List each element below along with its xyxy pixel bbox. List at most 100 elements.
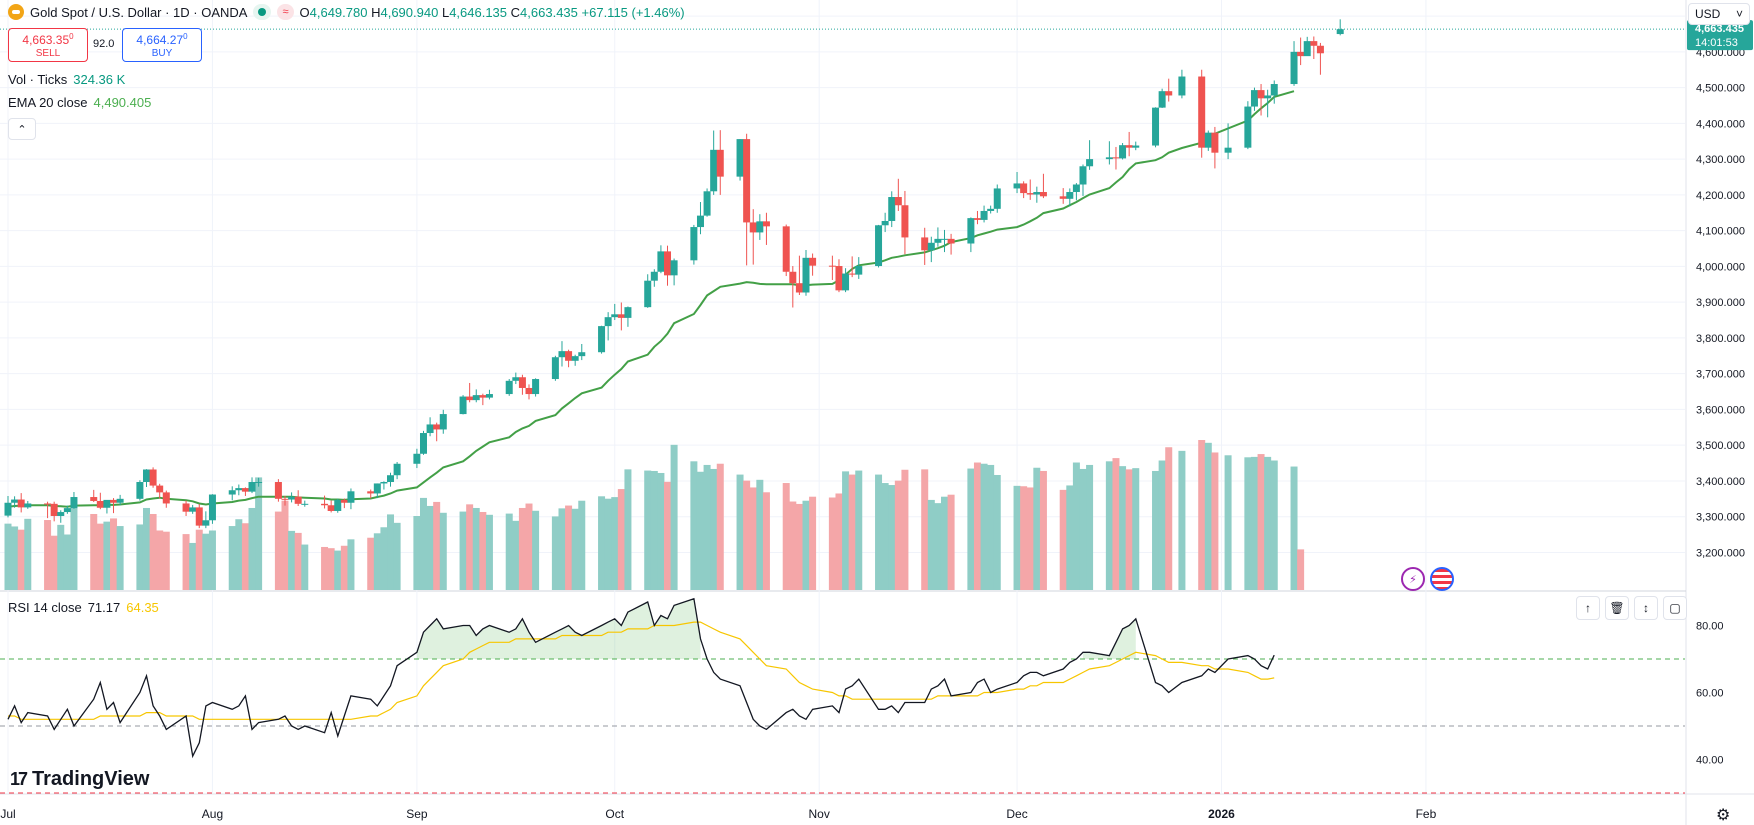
delete-pane-button[interactable]: 🗑 — [1605, 596, 1629, 620]
buy-price: 4,664.270 — [136, 31, 188, 47]
volume-bar — [624, 469, 632, 590]
candle-body — [1033, 192, 1041, 195]
event-marker-us-economic[interactable] — [1430, 567, 1454, 591]
volume-bar — [70, 507, 78, 590]
symbol-title[interactable]: Gold Spot / U.S. Dollar · 1D · OANDA — [30, 4, 248, 20]
candle-body — [782, 226, 790, 272]
ema-legend[interactable]: EMA 20 close 4,490.405 — [8, 95, 151, 110]
candle-body — [1244, 106, 1252, 148]
volume-bar — [762, 492, 770, 590]
rsi-value: 71.17 — [87, 600, 121, 615]
volume-bar — [136, 524, 144, 590]
sell-button[interactable]: 4,663.350 SELL — [8, 28, 88, 62]
candle-body — [1178, 76, 1186, 96]
volume-bar — [96, 523, 104, 590]
candle-body — [855, 266, 863, 275]
candle-body — [927, 242, 935, 251]
candle-body — [664, 251, 672, 276]
candle-body — [1020, 183, 1028, 194]
maximize-pane-button[interactable]: ▢ — [1663, 596, 1687, 620]
volume-bar — [973, 462, 981, 590]
volume-bar — [1165, 447, 1173, 590]
candle-body — [1119, 145, 1127, 159]
candle-body — [281, 498, 289, 500]
settings-gear-icon[interactable]: ⚙ — [1716, 807, 1731, 824]
volume-bar — [1178, 450, 1186, 590]
volume-bar — [182, 534, 190, 590]
volume-bar — [664, 481, 672, 590]
candle-body — [301, 503, 309, 505]
candle-body — [762, 221, 770, 227]
candle-body — [11, 499, 19, 503]
collapse-pane-button[interactable]: ↕ — [1634, 596, 1658, 620]
candle-body — [1224, 147, 1232, 153]
currency-selector[interactable]: USD ˅ — [1688, 3, 1750, 25]
volume-bar — [848, 474, 856, 590]
price-tick-label: 4,500.000 — [1696, 83, 1745, 95]
candle-body — [1204, 132, 1212, 148]
volume-bar — [532, 510, 540, 590]
buy-label: BUY — [151, 47, 173, 59]
candle-body — [393, 463, 401, 476]
tradingview-logo[interactable]: 17 TradingView — [10, 768, 149, 791]
volume-bar — [551, 516, 559, 590]
volume-bar — [1112, 458, 1120, 590]
candle-body — [1105, 157, 1113, 160]
volume-bar — [947, 494, 955, 590]
candle-body — [347, 491, 355, 503]
candle-body — [472, 395, 480, 401]
candle-body — [162, 492, 170, 504]
time-tick-label: 2026 — [1208, 807, 1235, 821]
buy-button[interactable]: 4,664.270 BUY — [122, 28, 202, 62]
event-marker-dividend[interactable]: ⚡ — [1401, 567, 1425, 591]
rsi-line — [7, 597, 1275, 759]
volume-legend[interactable]: Vol · Ticks 324.36 K — [8, 72, 125, 87]
volume-bar — [1013, 485, 1021, 590]
volume-bar — [57, 524, 65, 590]
high-key: H — [371, 4, 381, 20]
time-tick-label: Sep — [406, 807, 428, 821]
volume-bar — [987, 464, 995, 590]
rsi-tick-label: 40.00 — [1696, 755, 1724, 767]
candle-body — [466, 396, 474, 401]
volume-bar — [696, 471, 704, 590]
sell-label: SELL — [35, 47, 61, 59]
volume-bar — [756, 479, 764, 590]
data-delay-badge[interactable]: ≈ — [277, 4, 294, 20]
candle-body — [17, 499, 25, 508]
candle-body — [749, 222, 757, 233]
candle-body — [947, 238, 955, 244]
volume-bar — [1039, 470, 1047, 590]
volume-bar — [1132, 468, 1140, 590]
collapse-legend-button[interactable]: ⌃ — [8, 118, 36, 140]
volume-bar — [644, 470, 652, 590]
volume-bar — [274, 511, 282, 590]
volume-bar — [604, 498, 612, 590]
low-key: L — [441, 4, 450, 20]
volume-bar — [657, 472, 665, 590]
candle-body — [459, 396, 467, 415]
volume-bar — [749, 487, 757, 590]
volume-bar — [1264, 456, 1272, 590]
volume-bar — [1204, 442, 1212, 590]
candle-body — [835, 266, 843, 291]
volume-bar — [334, 550, 342, 590]
market-status-badge[interactable] — [253, 4, 272, 20]
volume-bar — [710, 468, 718, 590]
volume-bar — [419, 497, 427, 590]
rsi-tick-label: 60.00 — [1696, 688, 1724, 700]
candle-body — [624, 307, 632, 318]
candle-body — [479, 395, 487, 398]
volume-bar — [17, 529, 25, 590]
volume-bar — [195, 529, 203, 590]
move-pane-up-button[interactable]: ↑ — [1576, 596, 1600, 620]
lightning-icon: ⚡ — [1409, 573, 1417, 586]
volume-bar — [321, 546, 329, 590]
candle-body — [4, 502, 12, 516]
rsi-legend[interactable]: RSI 14 close 71.17 64.35 — [8, 600, 159, 615]
candle-body — [142, 469, 150, 483]
price-tick-label: 3,700.000 — [1696, 369, 1745, 381]
candle-body — [1112, 157, 1120, 159]
rsi-overbought-fill — [416, 598, 701, 659]
